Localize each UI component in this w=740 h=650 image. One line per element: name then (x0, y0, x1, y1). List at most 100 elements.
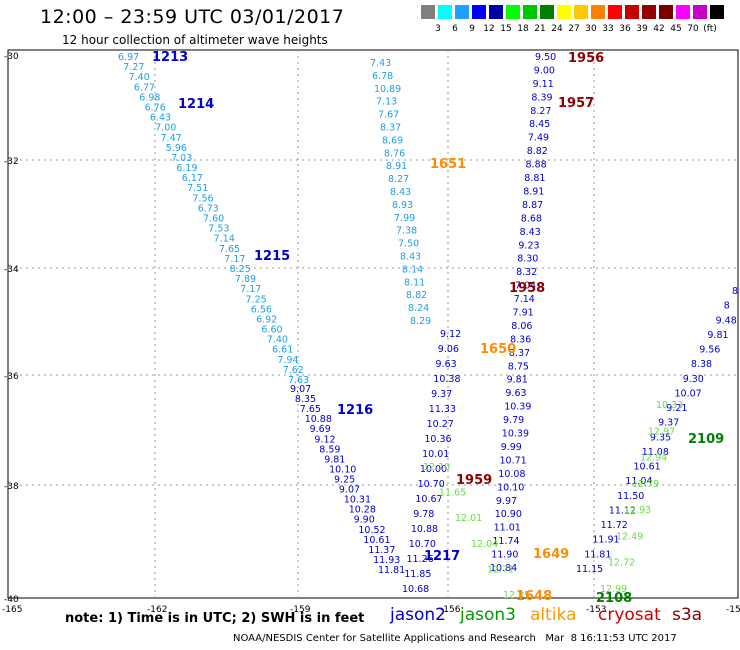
swh-value: 12.93 (624, 505, 651, 516)
swh-value: 7.65 (219, 244, 240, 255)
scale-swatch (489, 5, 503, 19)
scale-label: (ft) (703, 24, 717, 34)
swh-value: 6.19 (176, 163, 197, 174)
scale-swatch (659, 5, 673, 19)
swh-value: 6.43 (150, 113, 171, 124)
swh-value: 11.74 (492, 536, 519, 547)
pass-time-label: 1214 (178, 97, 214, 112)
swh-value: 8.14 (402, 264, 423, 275)
swh-value: 6.92 (256, 314, 277, 325)
swh-value: 10.70 (418, 479, 445, 490)
swh-value: 12.10 (423, 462, 450, 473)
swh-value: 7.51 (187, 183, 208, 194)
swh-value: 8.38 (691, 359, 712, 370)
swh-value: 5.96 (166, 143, 187, 154)
swh-value: 6.60 (261, 325, 282, 336)
swh-value: 12.04 (471, 539, 498, 550)
swh-value: 9.90 (354, 515, 375, 526)
swh-value: 9.12 (314, 434, 335, 445)
swh-value: 9.12 (440, 329, 461, 340)
swh-value: 10.71 (500, 455, 527, 466)
swh-value: 8 (732, 286, 738, 297)
swh-value: 8.36 (510, 334, 531, 345)
swh-value: 12.49 (616, 531, 643, 542)
pass-time-label: 1958 (509, 281, 545, 296)
lon-tick-label: -15 (726, 605, 740, 615)
swh-value: 8.87 (522, 200, 543, 211)
swh-value: 7.65 (300, 404, 321, 415)
map-subtitle: 12 hour collection of altimeter wave hei… (62, 33, 328, 47)
pass-time-label: 1216 (337, 403, 373, 418)
swh-value: 10.28 (349, 505, 376, 516)
swh-value: 9.25 (334, 475, 355, 486)
swh-value: 8.30 (517, 254, 538, 265)
scale-label: 9 (469, 24, 475, 34)
scale-swatch (676, 5, 690, 19)
credit-line: NOAA/NESDIS Center for Satellite Applica… (233, 633, 677, 644)
swh-value: 10.39 (502, 429, 529, 440)
swh-value: 7.00 (155, 123, 176, 134)
lat-tick-label: -30 (4, 52, 19, 62)
swh-value: 11.26 (407, 554, 434, 565)
scale-label: 12 (483, 24, 495, 34)
swh-value: 7.91 (513, 308, 534, 319)
swh-value: 8.29 (410, 316, 431, 327)
pass-time-label: 1650 (480, 342, 516, 357)
swh-value: 8.93 (392, 200, 413, 211)
scale-label: 36 (619, 24, 631, 34)
pass-time-label: 1957 (558, 96, 594, 111)
swh-value: 8.35 (295, 394, 316, 405)
swh-value: 7.67 (378, 110, 399, 121)
swh-value: 7.14 (514, 294, 535, 305)
swh-value: 8.24 (408, 303, 429, 314)
swh-value: 8.39 (531, 92, 552, 103)
scale-swatch (710, 5, 724, 19)
scale-swatch (574, 5, 588, 19)
swh-value: 7.62 (283, 365, 304, 376)
scale-label: 30 (585, 24, 597, 34)
swh-value: 10.36 (424, 434, 451, 445)
swh-value: 9.81 (324, 454, 345, 465)
swh-value: 6.73 (198, 203, 219, 214)
swh-value: 9.48 (716, 315, 737, 326)
scale-label: 21 (534, 24, 546, 34)
swh-value: 10.08 (498, 469, 525, 480)
swh-value: 11.85 (404, 569, 431, 580)
scale-label: 6 (452, 24, 458, 34)
pass-time-label: 2109 (688, 432, 724, 447)
swh-value: 12.79 (632, 479, 659, 490)
swh-value: 9.11 (533, 79, 554, 90)
swh-value: 12.72 (608, 558, 635, 569)
scale-swatch (472, 5, 486, 19)
swh-value: 10.88 (305, 414, 332, 425)
swh-value: 8.69 (382, 135, 403, 146)
swh-value: 11.37 (368, 545, 395, 556)
scale-label: 24 (551, 24, 563, 34)
swh-value: 8.27 (530, 106, 551, 117)
scale-label: 70 (687, 24, 699, 34)
swh-value: 7.27 (123, 62, 144, 73)
swh-value: 6.61 (272, 345, 293, 356)
swh-value: 8.43 (400, 252, 421, 263)
swh-value: 9.37 (431, 389, 452, 400)
swh-value: 11.81 (378, 565, 405, 576)
swh-value: 9.00 (534, 65, 555, 76)
swh-value: 10.90 (495, 509, 522, 520)
lat-tick-label: -40 (4, 595, 19, 605)
grid-lines (8, 50, 738, 598)
swh-value: 7.17 (224, 254, 245, 265)
swh-value: 9.81 (707, 330, 728, 341)
swh-value: 9.99 (501, 442, 522, 453)
legend-altika: altika (530, 605, 577, 625)
legend-s3a: s3a (672, 605, 703, 625)
swh-value: 9.35 (650, 432, 671, 443)
scale-swatch (506, 5, 520, 19)
scale-swatch (642, 5, 656, 19)
lon-tick-label: -165 (2, 605, 22, 615)
swh-value: 8.75 (508, 361, 529, 372)
swh-value: 10.88 (411, 524, 438, 535)
lon-tick-label: -162 (147, 605, 167, 615)
swh-value: 10.61 (634, 462, 661, 473)
satellite-tracks: 6.977.277.406.776.986.766.437.007.475.96… (118, 52, 738, 601)
